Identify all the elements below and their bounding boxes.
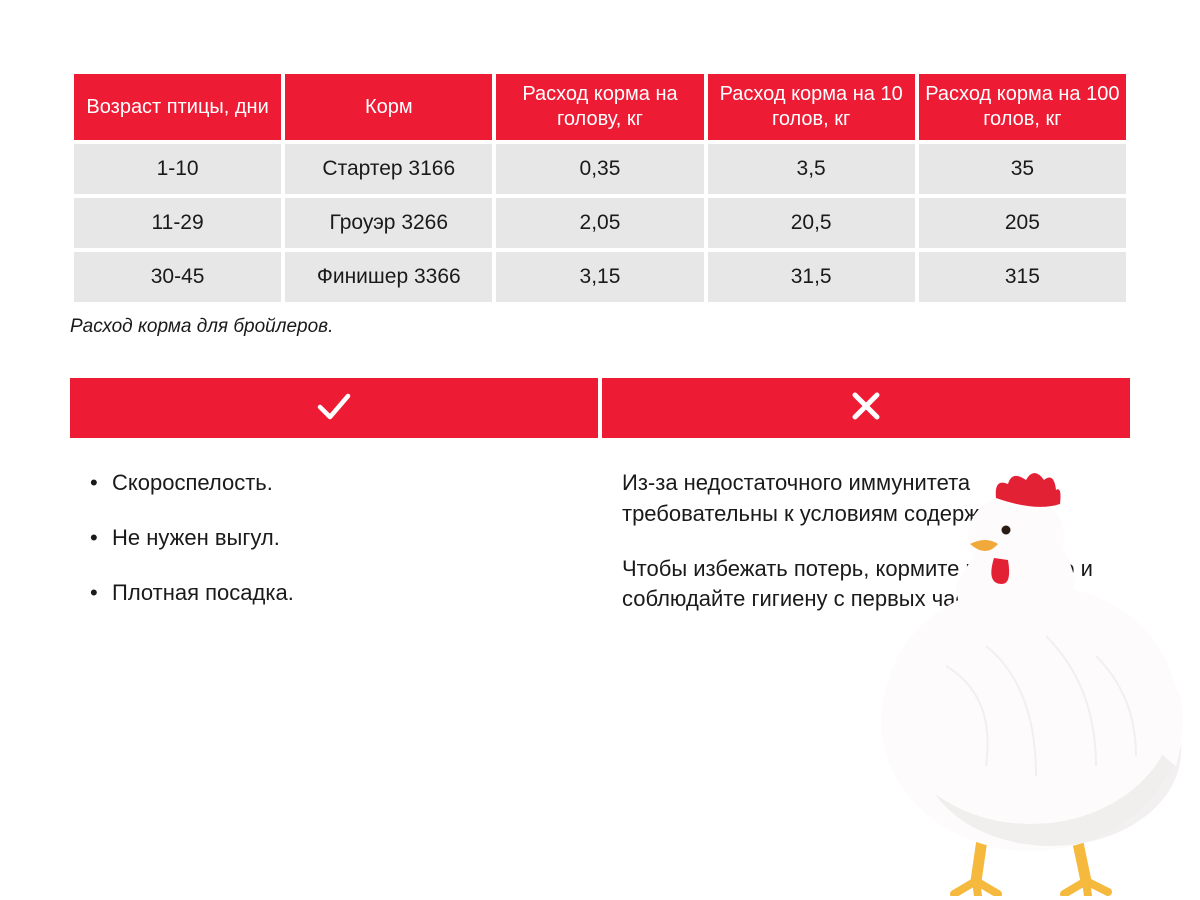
cell: 20,5 [708, 198, 915, 248]
col-header: Корм [285, 74, 492, 140]
feed-consumption-table: Возраст птицы, дни Корм Расход корма на … [70, 70, 1130, 306]
table-header-row: Возраст птицы, дни Корм Расход корма на … [74, 74, 1126, 140]
table-row: 11-29 Гроуэр 3266 2,05 20,5 205 [74, 198, 1126, 248]
check-icon [314, 386, 354, 431]
cell: 205 [919, 198, 1126, 248]
pros-header [70, 378, 598, 438]
cell: 1-10 [74, 144, 281, 194]
pros-item: Скороспелость. [90, 468, 578, 499]
cell: 35 [919, 144, 1126, 194]
cell: 0,35 [496, 144, 703, 194]
cell: 11-29 [74, 198, 281, 248]
pros-item: Плотная посадка. [90, 578, 578, 609]
col-header: Расход корма на голову, кг [496, 74, 703, 140]
cons-header [602, 378, 1130, 438]
cell: 31,5 [708, 252, 915, 302]
cell: 2,05 [496, 198, 703, 248]
pros-column: Скороспелость. Не нужен выгул. Плотная п… [70, 468, 598, 659]
table-caption: Расход корма для бройлеров. [70, 316, 1130, 338]
pros-item: Не нужен выгул. [90, 523, 578, 554]
cell: 3,15 [496, 252, 703, 302]
table-row: 1-10 Стартер 3166 0,35 3,5 35 [74, 144, 1126, 194]
table-row: 30-45 Финишер 3366 3,15 31,5 315 [74, 252, 1126, 302]
cell: Стартер 3166 [285, 144, 492, 194]
col-header: Расход корма на 100 голов, кг [919, 74, 1126, 140]
cell: Гроуэр 3266 [285, 198, 492, 248]
cell: 3,5 [708, 144, 915, 194]
chicken-illustration [836, 466, 1196, 896]
col-header: Возраст птицы, дни [74, 74, 281, 140]
col-header: Расход корма на 10 голов, кг [708, 74, 915, 140]
cell: 315 [919, 252, 1126, 302]
cell: Финишер 3366 [285, 252, 492, 302]
cross-icon [846, 386, 886, 431]
cell: 30-45 [74, 252, 281, 302]
